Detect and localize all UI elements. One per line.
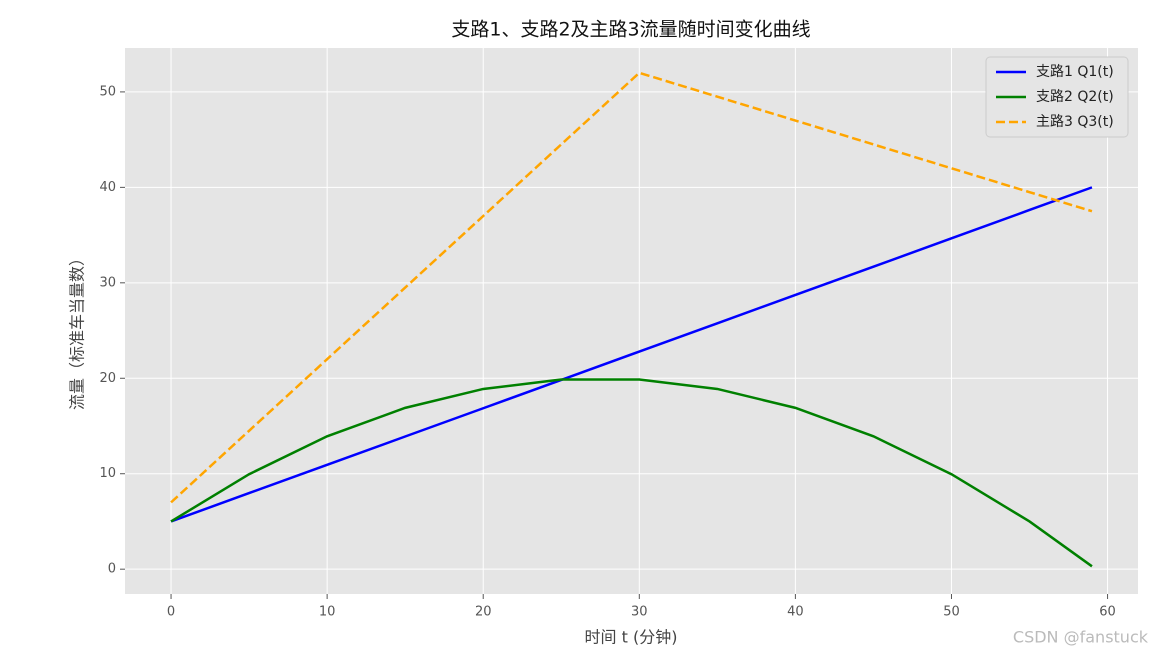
legend-box [985,56,1129,138]
x-tick-label: 60 [1099,605,1116,620]
x-tick-label: 10 [319,605,336,620]
legend-label: 主路3 Q3(t) [1036,114,1114,130]
y-tick-label: 10 [99,466,116,481]
x-tick-label: 0 [167,605,175,620]
x-tick-label: 40 [787,605,804,620]
y-tick-label: 20 [99,371,116,386]
y-tick-label: 50 [99,84,116,99]
plot-area [125,48,1138,594]
y-axis-label: 流量（标准车当量数） [68,250,87,410]
x-tick-label: 30 [631,605,648,620]
legend-label: 支路1 Q1(t) [1036,64,1114,80]
y-tick-label: 40 [99,180,116,195]
x-axis-label: 时间 t (分钟) [585,628,678,647]
series-line [170,378,1093,568]
y-tick-label: 30 [99,275,116,290]
legend-label: 支路2 Q2(t) [1036,89,1114,105]
series-line [170,71,1093,504]
x-tick-label: 50 [943,605,960,620]
series-line [170,186,1093,523]
x-tick-label: 20 [475,605,492,620]
chart-title: 支路1、支路2及主路3流量随时间变化曲线 [451,19,810,41]
y-tick-label: 0 [108,562,116,577]
watermark: CSDN @fanstuck [1013,628,1149,647]
